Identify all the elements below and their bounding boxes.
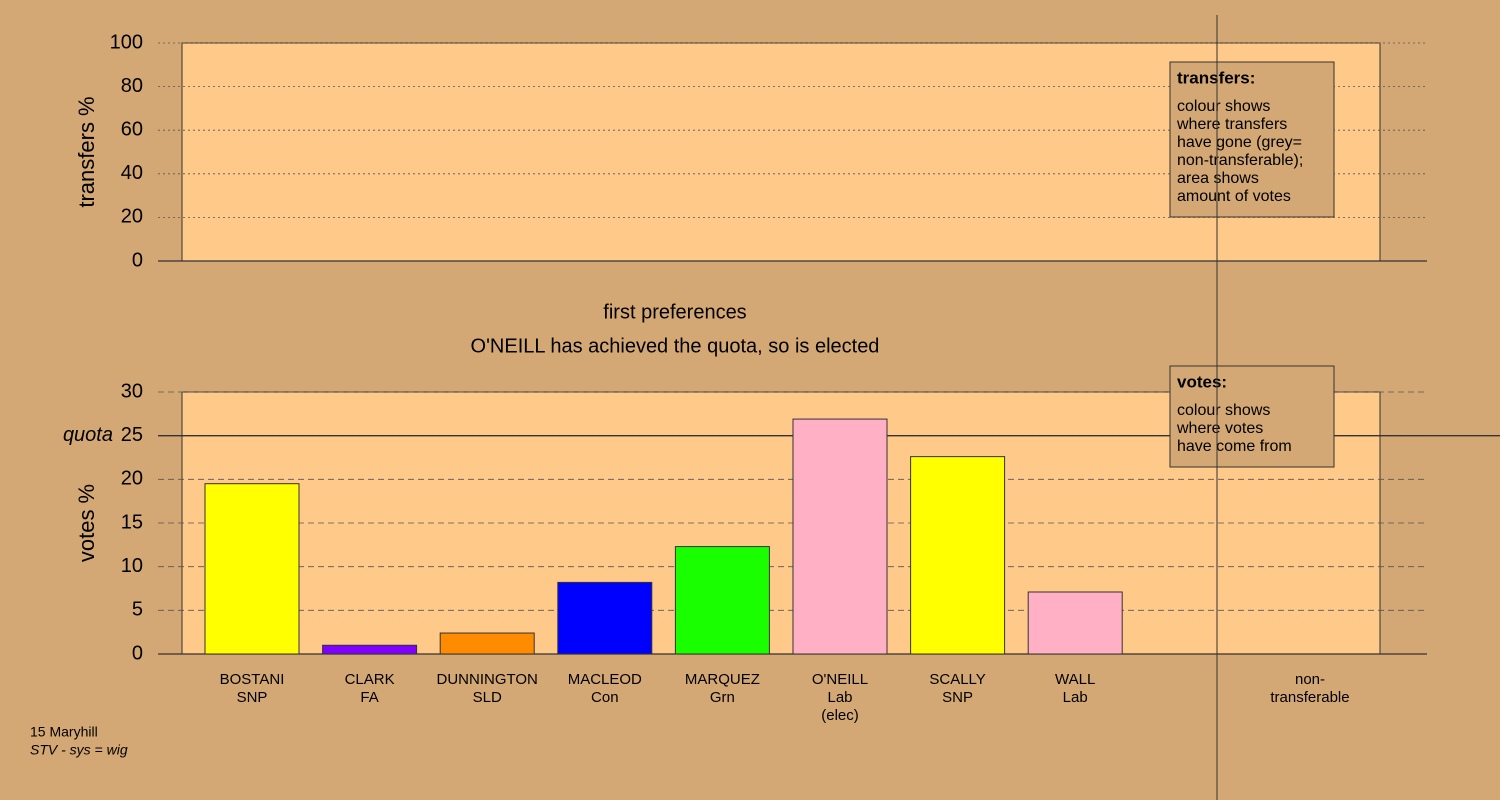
x-tick-label-line: MACLEOD	[568, 671, 642, 688]
chart-title: first preferences	[603, 301, 746, 323]
y-tick-label: 10	[121, 555, 143, 577]
x-tick-label-line: SCALLY	[929, 671, 985, 688]
legend-box	[1169, 365, 1335, 468]
bar	[674, 546, 770, 655]
y-tick-label: 25	[121, 424, 143, 446]
x-tick-label-line: Con	[591, 689, 619, 706]
legend-title: transfers:	[1177, 68, 1255, 87]
legend-text: colour shows	[1177, 98, 1270, 115]
legend-text: have come from	[1177, 438, 1292, 455]
x-tick-label: SCALLY SNP	[929, 671, 985, 706]
y-tick-label: 80	[121, 75, 143, 97]
x-tick-label-line: DUNNINGTON	[437, 671, 538, 688]
quota-label: quota	[63, 424, 113, 446]
y-axis-label: transfers %	[74, 96, 99, 207]
y-tick-label: 20	[121, 206, 143, 228]
x-tick-label: DUNNINGTON SLD	[437, 671, 538, 706]
footer: STV - sys = wig	[30, 742, 128, 758]
footer: 15 Maryhill	[30, 724, 98, 740]
x-tick-label: O'NEILL Lab (elec)	[812, 671, 868, 724]
x-tick-label-line: Lab	[1063, 689, 1088, 706]
x-tick-label: CLARK FA	[345, 671, 395, 706]
x-tick-label: non-transferable	[1270, 671, 1349, 706]
chart-subtitle: O'NEILL has achieved the quota, so is el…	[471, 335, 880, 357]
x-tick-label: BOSTANI SNP	[220, 671, 285, 706]
x-tick-label-line: CLARK	[345, 671, 395, 688]
x-tick-label-line: SNP	[942, 689, 973, 706]
legend-text: amount of votes	[1177, 188, 1291, 205]
bar	[204, 483, 300, 655]
x-tick-label: MACLEOD Con	[568, 671, 642, 706]
x-tick-label-line: FA	[360, 689, 378, 706]
x-tick-label-line: Lab	[827, 689, 852, 706]
y-tick-label: 0	[132, 642, 143, 664]
bar	[910, 456, 1006, 655]
y-axis-label: votes %	[74, 484, 99, 562]
bar	[792, 418, 888, 655]
x-tick-label-line: SNP	[237, 689, 268, 706]
x-tick-label-line: transferable	[1270, 689, 1349, 706]
x-tick-label-line: (elec)	[821, 707, 859, 724]
legend-text: have gone (grey=	[1177, 134, 1302, 151]
x-tick-label-line: WALL	[1055, 671, 1095, 688]
legend-text: colour shows	[1177, 402, 1270, 419]
x-tick-label-line: BOSTANI	[220, 671, 285, 688]
x-tick-label: MARQUEZ Grn	[685, 671, 760, 706]
y-tick-label: 0	[132, 249, 143, 271]
y-tick-label: 60	[121, 118, 143, 140]
legend-text: where transfers	[1176, 116, 1287, 133]
bar	[1027, 591, 1123, 655]
bar	[322, 644, 418, 655]
x-tick-label-line: SLD	[473, 689, 502, 706]
x-tick-label-line: Grn	[710, 689, 735, 706]
y-tick-label: 30	[121, 380, 143, 402]
bar	[557, 581, 653, 655]
legend-title: votes:	[1177, 372, 1227, 391]
legend-text: where votes	[1176, 420, 1263, 437]
y-tick-label: 15	[121, 511, 143, 533]
y-tick-label: 100	[110, 31, 143, 53]
legend-box	[1169, 61, 1335, 218]
x-tick-label: WALL Lab	[1055, 671, 1095, 706]
y-tick-label: 5	[132, 599, 143, 621]
legend-text: non-transferable);	[1177, 152, 1303, 169]
x-tick-label-line: non-	[1295, 671, 1325, 688]
y-tick-label: 40	[121, 162, 143, 184]
legend-text: area shows	[1177, 170, 1259, 187]
bar	[439, 632, 535, 655]
x-tick-label-line: MARQUEZ	[685, 671, 760, 688]
y-tick-label: 20	[121, 468, 143, 490]
x-tick-label-line: O'NEILL	[812, 671, 868, 688]
